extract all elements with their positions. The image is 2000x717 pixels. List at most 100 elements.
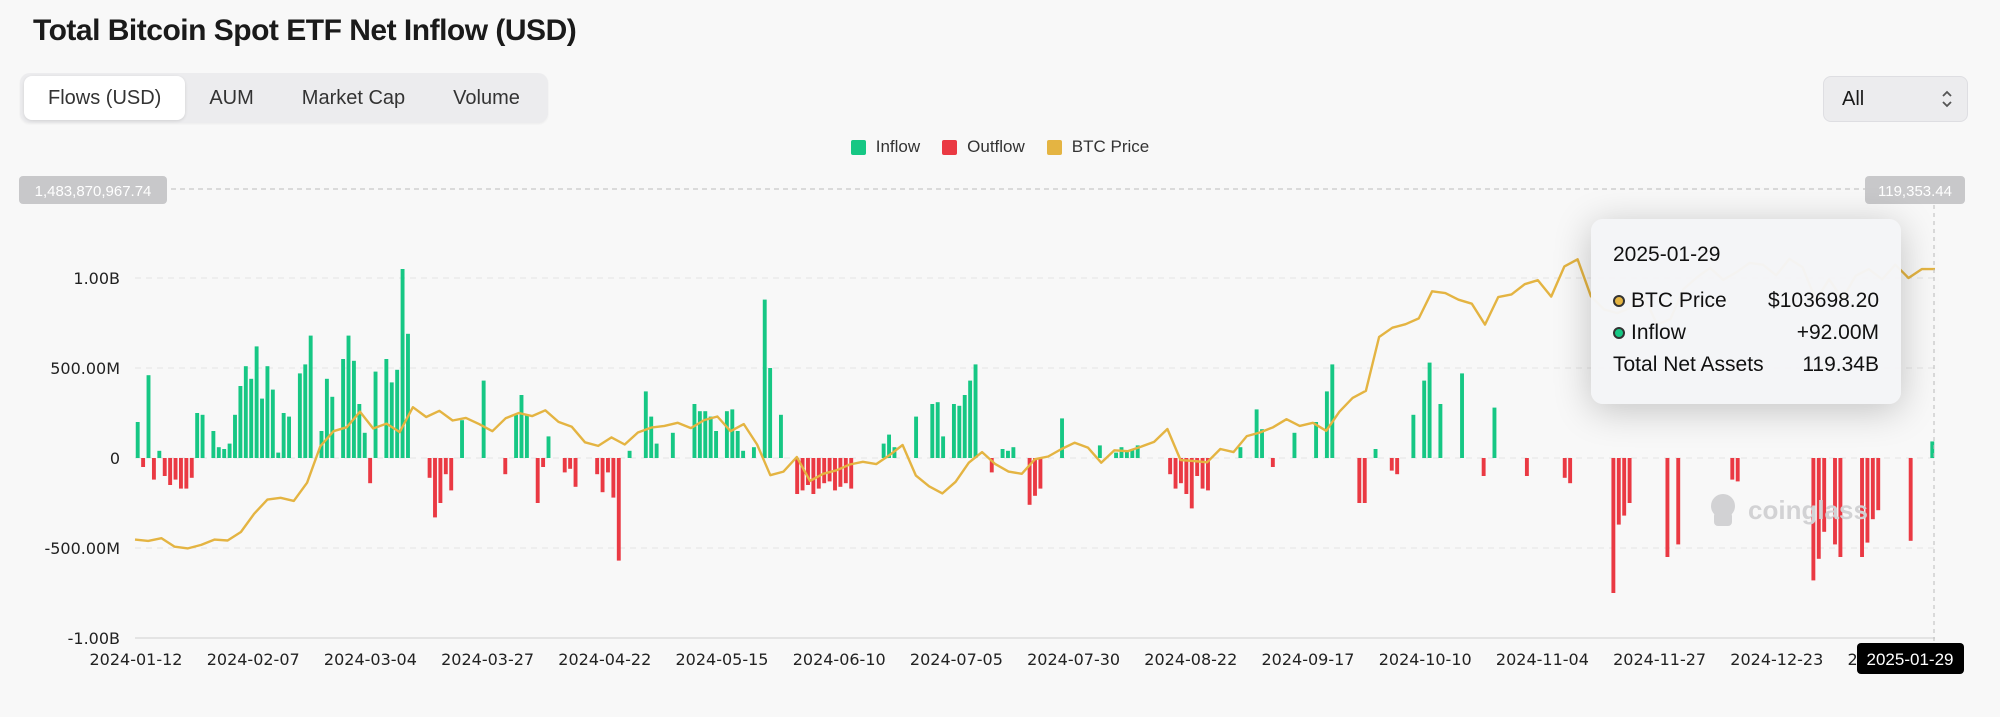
- outflow-bar: [843, 458, 848, 484]
- inflow-bar: [697, 411, 702, 458]
- outflow-bar: [151, 458, 156, 480]
- outflow-bar: [1389, 458, 1394, 471]
- inflow-bar: [373, 371, 378, 458]
- outflow-bar: [1200, 458, 1205, 489]
- legend-btc-price-swatch: [1046, 139, 1062, 155]
- outflow-bar: [1876, 458, 1881, 511]
- x-tick-label: 2024-07-05: [910, 650, 1003, 669]
- inflow-bar: [276, 452, 281, 458]
- legend-outflow-label: Outflow: [967, 137, 1025, 156]
- outflow-bar: [849, 458, 854, 489]
- tooltip-btc-price-marker: [1613, 295, 1625, 307]
- tooltip-btc-price-label: BTC Price: [1631, 289, 1727, 312]
- y-tick-label: -1.00B: [68, 629, 120, 648]
- tab-aum[interactable]: AUM: [209, 87, 254, 109]
- inflow-bar: [406, 333, 410, 458]
- outflow-bar: [1865, 458, 1870, 543]
- inflow-bar: [1492, 407, 1497, 458]
- tooltip-net-assets-label: Total Net Assets: [1613, 353, 1764, 376]
- legend-inflow[interactable]: Inflow: [850, 137, 920, 157]
- outflow-bar: [1622, 458, 1627, 516]
- tooltip-btc-price-value: $103698.20: [1768, 289, 1879, 312]
- inflow-bar: [308, 335, 313, 458]
- chart-tooltip: 2025-01-29 BTC Price $103698.20 Inflow +…: [1591, 219, 1901, 404]
- outflow-bar: [1038, 458, 1043, 489]
- tab-flows[interactable]: Flows (USD): [24, 76, 186, 120]
- inflow-bar: [1006, 450, 1010, 458]
- inflow-bar: [389, 382, 394, 458]
- outflow-bar: [833, 458, 837, 491]
- inflow-bar: [1324, 391, 1329, 458]
- x-tick-label: 2024-03-27: [441, 650, 534, 669]
- outflow-bar: [795, 458, 800, 494]
- inflow-bar: [708, 416, 713, 458]
- inflow-bar: [1460, 373, 1464, 458]
- inflow-bar: [395, 369, 400, 458]
- outflow-bar: [1611, 458, 1616, 593]
- x-tick-label: 2024-09-17: [1262, 650, 1355, 669]
- outflow-bar: [1811, 458, 1816, 581]
- outflow-bar: [1665, 458, 1670, 557]
- inflow-bar: [935, 402, 940, 458]
- outflow-bar: [838, 458, 843, 487]
- outflow-bar: [1676, 458, 1681, 545]
- inflow-bar: [1000, 449, 1005, 458]
- x-tick-label: 2024-02-07: [207, 650, 300, 669]
- inflow-bar: [1422, 380, 1427, 458]
- outflow-bar: [427, 458, 432, 478]
- outflow-bar: [811, 458, 816, 494]
- inflow-bar: [1130, 449, 1135, 458]
- inflow-bar: [400, 269, 405, 458]
- legend-btc-price[interactable]: BTC Price: [1046, 137, 1149, 157]
- range-select[interactable]: All: [1823, 76, 1968, 122]
- inflow-bar: [287, 416, 291, 458]
- x-tick-label: 2024-12-23: [1730, 650, 1823, 669]
- x-tick-label: 2024-07-30: [1027, 650, 1120, 669]
- outflow-bar: [433, 458, 437, 518]
- outflow-bar: [616, 458, 621, 561]
- inflow-bar: [238, 386, 243, 458]
- tooltip-date: 2025-01-29: [1613, 243, 1721, 266]
- inflow-bar: [546, 436, 551, 458]
- inflow-bar: [281, 413, 286, 458]
- outflow-bar: [1568, 458, 1573, 484]
- outflow-bar: [503, 458, 508, 475]
- inflow-bar: [627, 450, 632, 458]
- y-tick-label: 1.00B: [73, 269, 120, 288]
- outflow-bar: [1027, 458, 1032, 505]
- inflow-bar: [303, 364, 308, 458]
- inflow-bar: [135, 422, 140, 458]
- legend-outflow[interactable]: Outflow: [942, 137, 1025, 157]
- outflow-bar: [1735, 458, 1740, 482]
- x-tick-label: 2024-03-04: [324, 650, 417, 669]
- outflow-bar: [606, 458, 610, 473]
- tooltip-inflow-marker: [1613, 327, 1625, 339]
- outflow-bar: [800, 458, 805, 491]
- tab-volume[interactable]: Volume: [453, 87, 520, 109]
- x-tick-label: 2024-01-12: [90, 650, 183, 669]
- inflow-bar: [260, 398, 264, 458]
- flow-bars: [135, 269, 1935, 593]
- axis-pointer: 1,483,870,967.74 119,353.44 2025-01-29: [19, 176, 1965, 674]
- tab-market-cap[interactable]: Market Cap: [301, 87, 406, 109]
- outflow-bar: [189, 458, 194, 478]
- inflow-bar: [1060, 418, 1064, 458]
- outflow-bar: [989, 458, 994, 473]
- outflow-bar: [600, 458, 605, 493]
- outflow-bar: [1822, 458, 1827, 532]
- inflow-bar: [357, 404, 362, 458]
- inflow-bar: [779, 414, 783, 458]
- outflow-bar: [1838, 458, 1843, 557]
- outflow-bar: [806, 458, 810, 485]
- inflow-bar: [730, 409, 735, 458]
- inflow-bar: [724, 411, 729, 458]
- inflow-bar: [243, 366, 248, 458]
- y-tick-label: 0: [110, 449, 120, 468]
- inflow-bar: [1238, 447, 1243, 458]
- outflow-bar: [595, 458, 600, 475]
- outflow-bar: [368, 458, 373, 484]
- tooltip-row-net-assets: Total Net Assets 119.34B: [1613, 349, 1879, 381]
- inflow-bar: [714, 431, 719, 458]
- inflow-bar: [227, 443, 232, 458]
